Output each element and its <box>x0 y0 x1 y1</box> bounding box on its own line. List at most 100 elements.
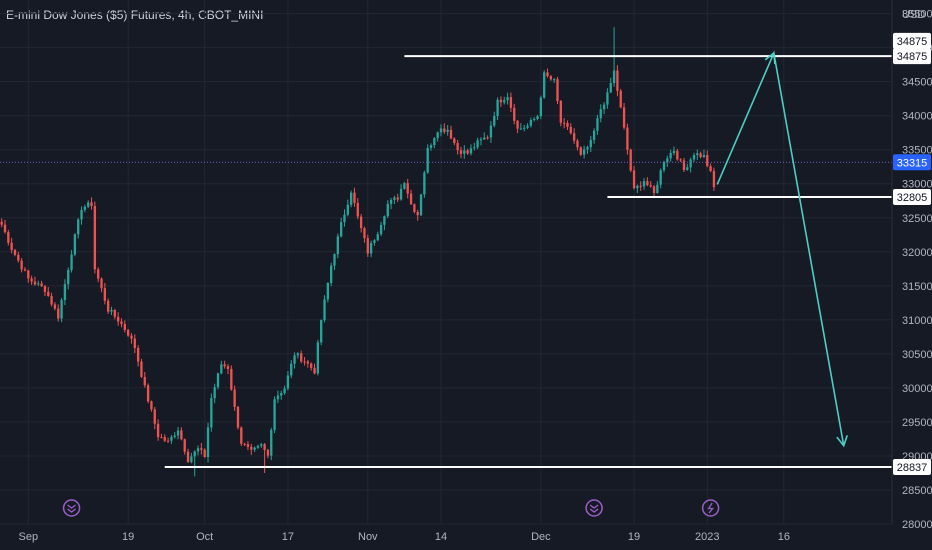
candle-body <box>536 116 539 119</box>
candle-body <box>366 238 369 254</box>
candle-body <box>629 149 632 171</box>
candle-body <box>133 338 136 348</box>
lightning-icon[interactable] <box>701 499 720 517</box>
projection-path[interactable] <box>716 50 845 446</box>
svg-text:28837: 28837 <box>897 462 928 474</box>
candle-body <box>23 269 27 271</box>
candle-body <box>443 128 446 132</box>
price-tag-extra: 34875 <box>893 32 931 49</box>
candle-body <box>27 270 30 279</box>
candle-body <box>423 172 426 195</box>
candle-body <box>240 427 243 444</box>
candle-body <box>349 192 353 205</box>
candle-body <box>689 159 692 168</box>
candle-body <box>300 353 303 362</box>
candle-body <box>346 204 349 215</box>
x-tick-label: 14 <box>435 531 447 543</box>
candle-body <box>163 437 166 441</box>
candle-body <box>110 310 113 312</box>
candle-body <box>100 278 103 289</box>
candle-body <box>320 320 323 343</box>
candle-body <box>699 153 702 158</box>
candle-body <box>93 206 97 270</box>
price-tag-level: 28837 <box>893 459 931 476</box>
candle-body <box>553 79 556 81</box>
candle-body <box>403 183 406 189</box>
candle-body <box>313 367 316 374</box>
candle-body <box>662 161 666 171</box>
candle-body <box>50 296 53 305</box>
candle-body <box>306 361 310 364</box>
split-icon[interactable] <box>62 499 81 517</box>
candle-body <box>7 232 10 243</box>
x-tick-label: Nov <box>358 531 378 543</box>
candle-body <box>336 236 339 255</box>
candle-body <box>616 70 619 91</box>
candle-body <box>619 90 622 108</box>
candle-body <box>473 147 476 149</box>
candle-body <box>539 97 543 117</box>
candle-body <box>183 439 186 452</box>
projection-layer <box>716 50 848 448</box>
candle-body <box>562 122 566 124</box>
candle-body <box>250 446 253 450</box>
candle-body <box>639 185 642 187</box>
candle-body <box>77 219 80 235</box>
candle-body <box>486 137 489 139</box>
candle-body <box>453 138 456 144</box>
svg-text:33315: 33315 <box>897 157 928 169</box>
chart-title: E-mini Dow Jones ($5) Futures, 4h, CBOT_… <box>6 8 264 22</box>
projection-arrowhead-down <box>836 435 848 448</box>
candle-body <box>216 373 220 388</box>
candle-body <box>30 278 33 282</box>
candle-body <box>483 137 486 140</box>
candle-body <box>436 132 439 139</box>
markers-layer <box>62 499 720 517</box>
split-icon[interactable] <box>585 499 603 517</box>
candle-body <box>592 130 596 140</box>
candle-body <box>569 126 572 134</box>
candle-body <box>523 127 526 129</box>
candle-body <box>686 167 689 171</box>
candle-body <box>130 335 133 339</box>
x-tick-label: 16 <box>778 531 790 543</box>
candle-body <box>399 188 403 200</box>
candle-body <box>609 83 612 93</box>
y-tick-label: 32000 <box>902 247 932 259</box>
price-tags: 34875 34875 32805 28837 33315 <box>893 32 931 476</box>
candle-body <box>659 170 662 185</box>
candle-body <box>206 427 210 458</box>
candle-body <box>626 127 629 150</box>
candle-body <box>263 444 266 450</box>
candle-body <box>413 204 416 212</box>
candle-body <box>150 401 153 410</box>
candle-body <box>606 92 609 105</box>
candle-body <box>543 72 546 98</box>
candle-body <box>339 222 343 237</box>
candle-body <box>136 347 140 362</box>
candle-body <box>113 310 116 317</box>
candles-layer <box>0 27 716 477</box>
candle-body <box>466 150 469 154</box>
candle-body <box>293 355 296 364</box>
candle-body <box>596 118 599 131</box>
candle-body <box>612 70 616 84</box>
x-tick-label: 2023 <box>695 531 719 543</box>
candle-body <box>389 199 393 204</box>
candle-body <box>223 364 226 367</box>
candle-body <box>97 269 100 279</box>
candle-body <box>459 150 463 154</box>
y-tick-label: 32500 <box>902 213 932 225</box>
candle-body <box>326 283 330 300</box>
candle-body <box>493 116 496 126</box>
candle-body <box>489 125 493 138</box>
candle-body <box>17 254 20 261</box>
candle-body <box>396 197 399 200</box>
candle-body <box>672 150 676 153</box>
candle-body <box>70 254 73 270</box>
y-tick-label: 33500 <box>902 145 932 157</box>
candle-body <box>669 152 672 159</box>
candle-body <box>469 148 473 154</box>
x-tick-label: 19 <box>122 531 134 543</box>
